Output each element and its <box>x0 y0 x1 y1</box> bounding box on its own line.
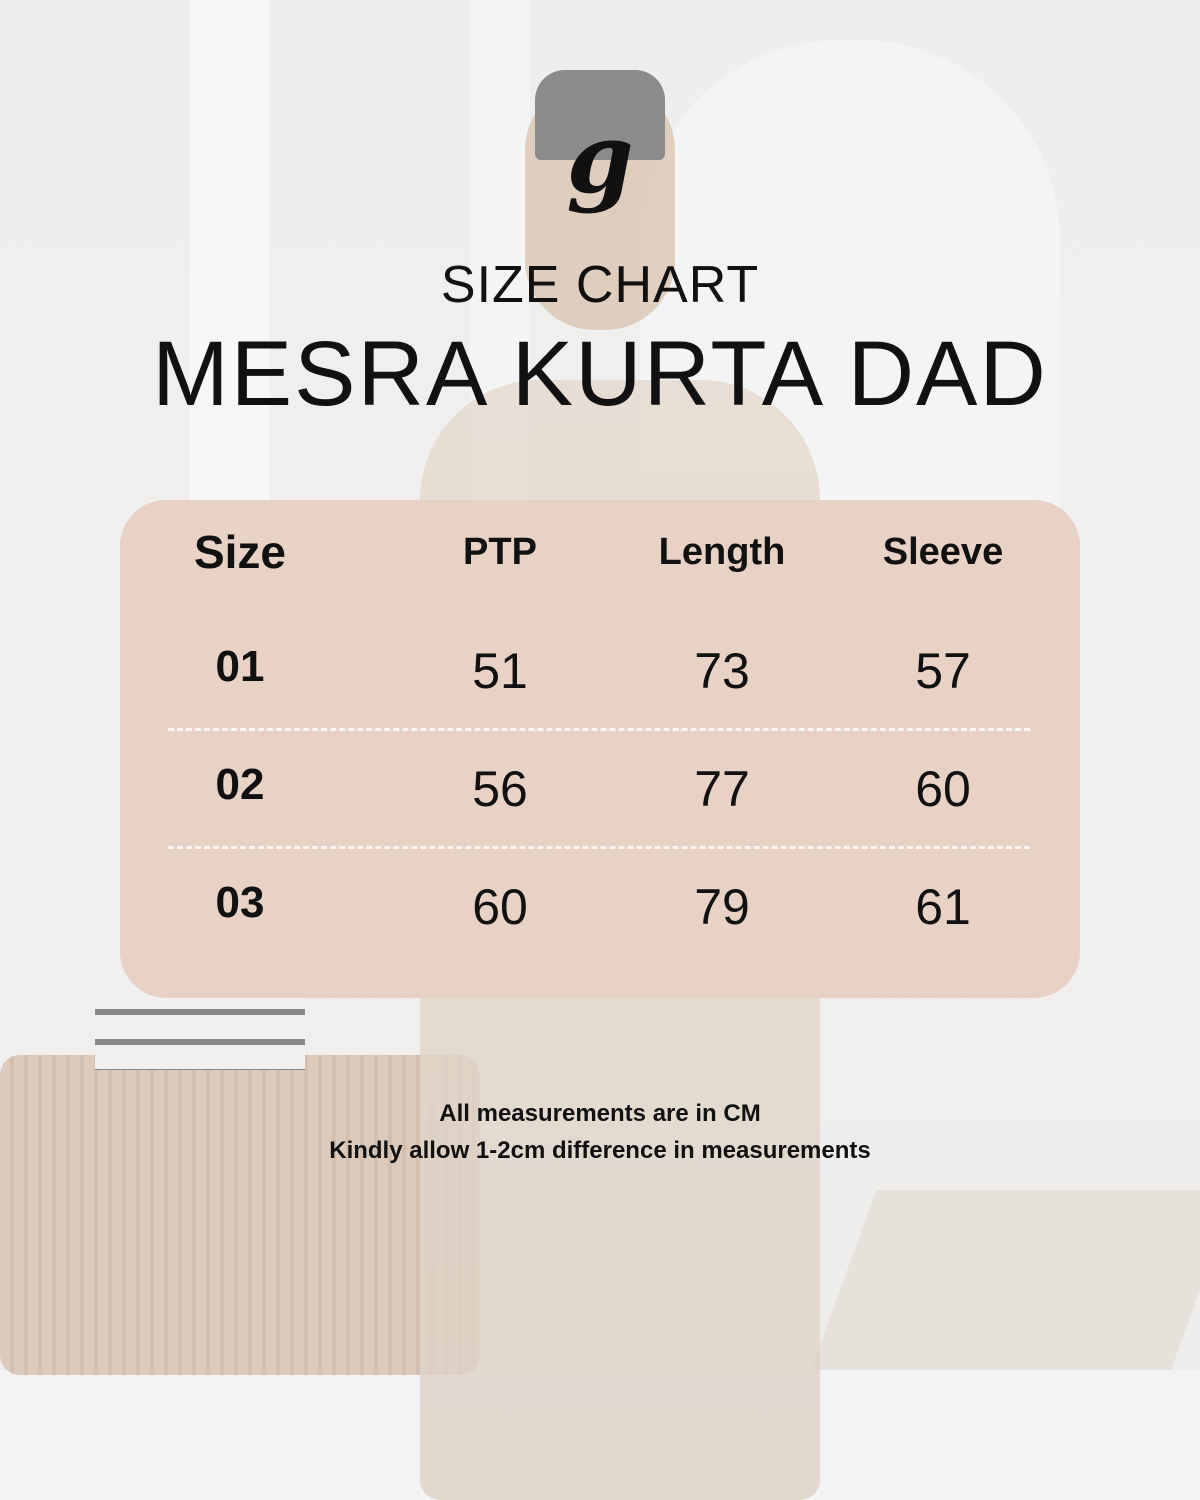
length-cell: 79 <box>694 879 750 935</box>
sleeve-cell: 61 <box>915 879 971 935</box>
measurement-note: All measurements are in CM <box>439 1100 761 1127</box>
page-title: MESRA KURTA DAD <box>152 323 1048 425</box>
tolerance-note: Kindly allow 1-2cm difference in measure… <box>329 1137 871 1164</box>
size-table: Size PTP Length Sleeve 01 51 73 57 02 56… <box>120 500 1080 998</box>
size-cell: 02 <box>215 760 265 809</box>
background-bench <box>0 1055 480 1375</box>
row-divider <box>168 728 1030 731</box>
size-cell: 01 <box>215 642 265 691</box>
sleeve-cell: 57 <box>915 643 971 699</box>
row-divider <box>168 846 1030 849</box>
background-model-cap <box>535 70 665 160</box>
page-subtitle: SIZE CHART <box>440 256 760 314</box>
column-header-sleeve: Sleeve <box>882 531 1004 573</box>
column-header-ptp: PTP <box>463 531 537 573</box>
background-books <box>95 985 305 1070</box>
sleeve-cell: 60 <box>915 761 971 817</box>
brand-logo: g <box>566 102 634 215</box>
ptp-cell: 56 <box>472 761 528 817</box>
background-rug <box>803 1190 1200 1390</box>
length-cell: 73 <box>694 643 750 699</box>
column-header-length: Length <box>658 531 786 573</box>
length-cell: 77 <box>694 761 750 817</box>
ptp-cell: 51 <box>472 643 528 699</box>
column-header-size: Size <box>193 526 287 578</box>
size-cell: 03 <box>215 878 265 927</box>
ptp-cell: 60 <box>472 879 528 935</box>
